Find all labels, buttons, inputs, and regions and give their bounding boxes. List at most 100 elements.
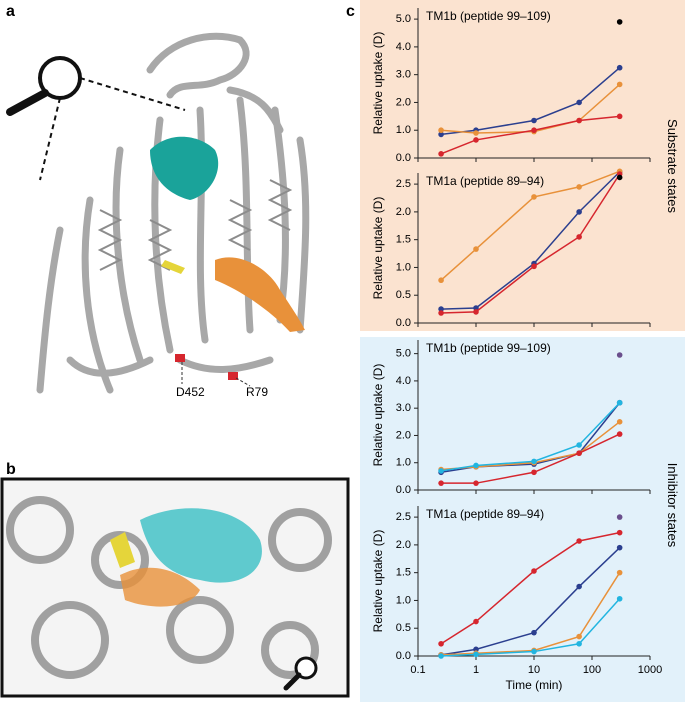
magnifier-handle: [6, 89, 49, 116]
data-point: [473, 480, 479, 486]
group-label: Inhibitor states: [665, 463, 680, 548]
data-point: [616, 64, 623, 71]
data-point: [616, 595, 623, 602]
data-point: [438, 131, 444, 138]
data-point: [576, 234, 582, 240]
data-point: [576, 184, 582, 190]
y-tick-label: 1.5: [396, 567, 411, 579]
y-tick-label: 5.0: [396, 13, 411, 25]
zoom-structure: [6, 496, 332, 679]
data-point: [616, 19, 623, 25]
y-tick-label: 1.0: [396, 457, 411, 469]
data-point: [473, 137, 479, 143]
y-tick-label: 3.0: [396, 69, 411, 81]
data-point: [531, 127, 537, 134]
data-point: [616, 529, 623, 536]
data-point: [616, 544, 623, 551]
data-point: [438, 480, 444, 486]
ligand: [161, 260, 185, 274]
x-tick-label: 100: [583, 664, 601, 676]
data-point: [438, 151, 444, 157]
data-point: [616, 569, 623, 576]
magnifier: [294, 656, 318, 680]
data-point: [473, 246, 479, 252]
data-point: [576, 442, 582, 448]
y-tick-label: 0.0: [396, 650, 411, 662]
y-tick-label: 0.5: [396, 622, 411, 634]
y-tick-label: 1.0: [396, 594, 411, 606]
protein-detail: [97, 179, 293, 271]
data-point: [531, 263, 537, 270]
data-point: [616, 514, 623, 520]
data-point: [531, 629, 537, 636]
data-point: [473, 309, 479, 315]
data-point: [438, 310, 444, 316]
data-point: [616, 399, 623, 406]
y-axis-label: Relative uptake (D): [371, 32, 385, 135]
data-point: [616, 174, 623, 181]
substrate-surface: [140, 508, 262, 583]
x-axis-label: Time (min): [506, 678, 563, 692]
data-point: [576, 640, 582, 647]
data-point: [576, 633, 582, 640]
data-point: [438, 306, 444, 312]
data-point: [473, 618, 479, 625]
data-point: [576, 117, 582, 124]
data-point: [438, 468, 444, 474]
residue: [228, 372, 238, 380]
panel-label: c: [346, 3, 355, 20]
data-point: [616, 352, 623, 358]
chart-title: TM1b (peptide 99–109): [426, 9, 551, 23]
data-point: [473, 305, 479, 311]
tm1-region: [215, 257, 305, 332]
y-tick-label: 4.0: [396, 41, 411, 53]
data-point: [616, 419, 623, 425]
y-tick-label: 2.0: [396, 429, 411, 441]
panel-label: a: [6, 3, 15, 20]
data-point: [576, 209, 582, 215]
y-tick-label: 2.0: [396, 206, 411, 218]
chart-title: TM1a (peptide 89–94): [426, 174, 544, 188]
data-point: [473, 646, 479, 653]
y-tick-label: 1.0: [396, 261, 411, 273]
data-point: [576, 99, 582, 106]
protein-structure: [36, 32, 310, 394]
y-axis-label: Relative uptake (D): [371, 197, 385, 300]
y-tick-label: 2.5: [396, 178, 411, 190]
data-point: [531, 568, 537, 574]
ligand: [110, 532, 135, 568]
data-point: [531, 458, 537, 465]
data-point: [438, 277, 444, 284]
data-point: [576, 583, 582, 590]
group-label: Substrate states: [665, 119, 680, 213]
y-tick-label: 0.0: [396, 484, 411, 496]
data-point: [531, 469, 537, 476]
pointer: [235, 377, 251, 387]
data-point: [576, 538, 582, 544]
chart-title: TM1b (peptide 99–109): [426, 341, 551, 355]
y-tick-label: 0.0: [396, 152, 411, 164]
data-point: [473, 462, 479, 469]
x-tick-label: 10: [528, 664, 540, 676]
residue-label: D452: [176, 385, 205, 399]
data-point: [616, 431, 623, 437]
data-point: [576, 450, 582, 456]
residue: [175, 354, 185, 362]
panel-label: b: [6, 461, 16, 478]
substrate-site: [150, 136, 219, 200]
y-tick-label: 5.0: [396, 348, 411, 360]
y-tick-label: 0.0: [396, 317, 411, 329]
zoom-line: [79, 77, 186, 111]
data-point: [616, 81, 623, 88]
y-tick-label: 2.0: [396, 96, 411, 108]
y-tick-label: 2.5: [396, 511, 411, 523]
data-point: [438, 640, 444, 647]
data-point: [531, 194, 537, 200]
chart-title: TM1a (peptide 89–94): [426, 507, 544, 521]
data-point: [616, 113, 623, 120]
data-point: [531, 648, 537, 655]
y-axis-label: Relative uptake (D): [371, 530, 385, 633]
y-axis-label: Relative uptake (D): [371, 364, 385, 467]
data-point: [438, 653, 444, 659]
